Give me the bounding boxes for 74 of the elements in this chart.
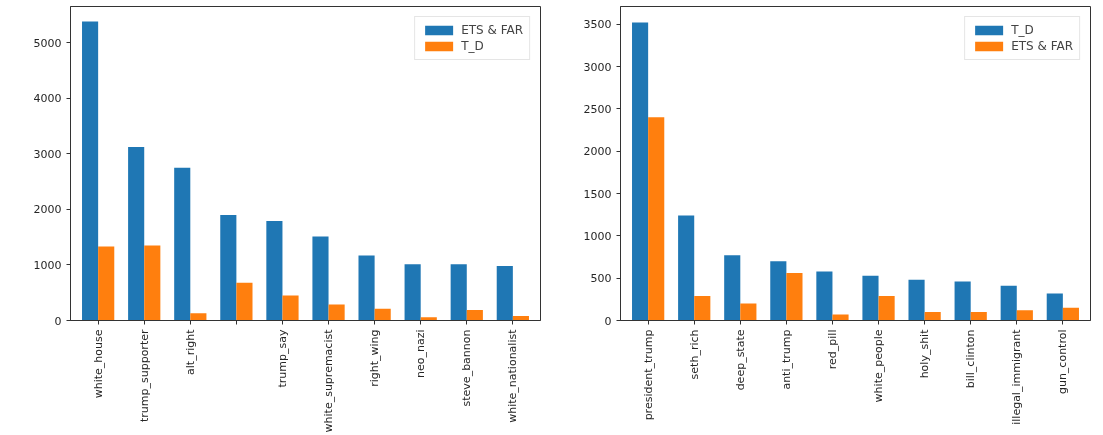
- x-tick-label: white_supremacist: [322, 328, 336, 433]
- bar: [1016, 310, 1033, 321]
- bar: [1046, 293, 1063, 321]
- x-tick-label: trump_say: [275, 329, 289, 388]
- bar: [632, 22, 649, 321]
- x-tick-label: bill_clinton: [964, 329, 978, 389]
- bar: [786, 273, 803, 321]
- bar: [358, 255, 375, 321]
- bar: [282, 295, 299, 321]
- x-tick-label: right_wing: [368, 329, 382, 387]
- y-tick-label: 5000: [33, 36, 62, 50]
- y-tick-label: 0: [54, 314, 62, 328]
- y-tick-label: 2000: [583, 145, 612, 159]
- y-tick-label: 1500: [583, 187, 612, 201]
- bar: [816, 271, 833, 321]
- x-tick-label: deep_state: [733, 329, 747, 391]
- bar: [878, 295, 895, 321]
- x-tick-label: red_pill: [825, 329, 839, 370]
- bar: [450, 264, 467, 321]
- bar: [98, 246, 115, 321]
- x-tick-label: white_people: [872, 329, 886, 403]
- x-tick-label: illegal_immigrant: [1010, 328, 1024, 425]
- y-tick-label: 0: [604, 314, 612, 328]
- bar: [190, 313, 207, 321]
- x-tick-label: neo_nazi: [414, 329, 428, 379]
- y-tick-label: 500: [590, 272, 612, 286]
- bar: [924, 312, 941, 321]
- bar: [678, 215, 695, 321]
- legend-label: T_D: [461, 39, 484, 53]
- y-tick-label: 2500: [583, 102, 612, 116]
- x-tick-label: alt_right: [183, 328, 197, 375]
- y-tick-label: 1000: [33, 258, 62, 272]
- bar: [954, 281, 971, 321]
- bar: [1062, 307, 1079, 321]
- x-tick-label: gun_control: [1056, 329, 1070, 395]
- y-tick-label: 3000: [33, 147, 62, 161]
- legend-label: ETS & FAR: [1011, 39, 1073, 53]
- y-tick-label: 3000: [583, 60, 612, 74]
- x-tick-label: white_nationalist: [506, 328, 520, 423]
- y-tick-label: 2000: [33, 203, 62, 217]
- bar: [236, 282, 253, 321]
- bar: [128, 147, 145, 321]
- x-tick-label: seth_rich: [687, 329, 701, 380]
- bar: [770, 261, 787, 321]
- bar: [648, 117, 665, 321]
- bar: [220, 214, 237, 321]
- bar: [908, 279, 925, 321]
- x-tick-label: trump_supporter: [137, 329, 151, 423]
- bar: [740, 303, 757, 321]
- y-tick-label: 1000: [583, 229, 612, 243]
- bar: [862, 275, 879, 321]
- bar: [404, 264, 421, 321]
- x-tick-label: anti_trump: [779, 329, 793, 390]
- y-tick-label: 3500: [583, 18, 612, 32]
- bar: [266, 221, 283, 321]
- bar: [174, 167, 191, 321]
- y-tick-label: 4000: [33, 92, 62, 106]
- bar: [1000, 285, 1017, 321]
- bar: [312, 236, 329, 321]
- bar: [496, 266, 513, 321]
- bar: [724, 255, 741, 321]
- x-tick-label: steve_bannon: [460, 329, 474, 407]
- bar: [374, 308, 391, 321]
- x-tick-label: holy_shit: [918, 328, 932, 379]
- x-tick-label: white_house: [91, 329, 105, 399]
- legend-label: T_D: [1011, 23, 1034, 37]
- bar: [328, 304, 345, 321]
- legend-label: ETS & FAR: [461, 23, 523, 37]
- bar: [694, 295, 711, 321]
- bar: [82, 21, 99, 321]
- bar: [144, 245, 161, 321]
- x-tick-label: president_trump: [641, 329, 655, 421]
- bar: [466, 309, 483, 321]
- bar: [970, 312, 987, 321]
